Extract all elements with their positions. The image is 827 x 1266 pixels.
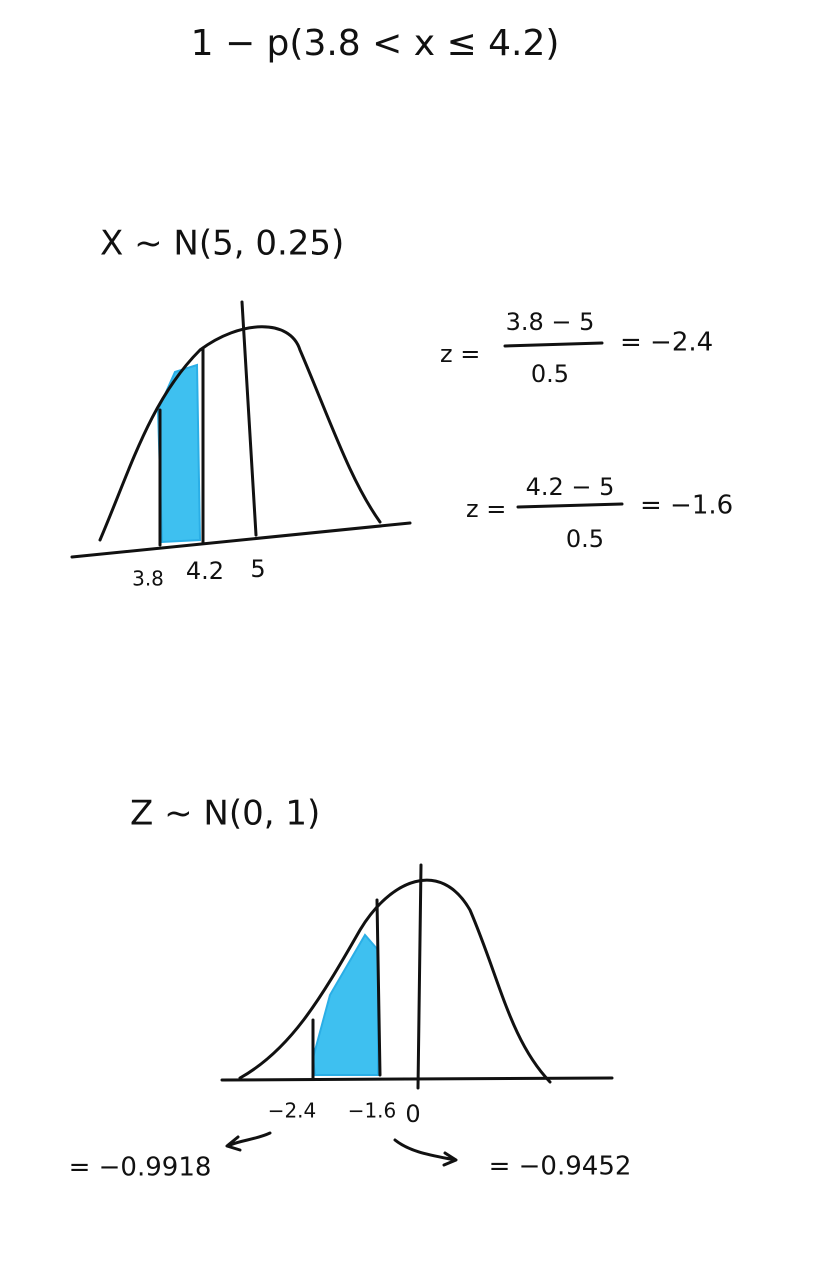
numerator: 3.8 − 5 [506, 308, 595, 336]
numerator: 4.2 − 5 [526, 473, 615, 501]
curve [238, 878, 552, 1084]
mean-line [240, 300, 258, 537]
normal-curve-sketch [220, 863, 614, 1090]
axis-label: −2.4 [268, 1099, 317, 1123]
axis-label: −1.6 [348, 1099, 397, 1123]
axis-label: 3.8 [132, 567, 164, 591]
arrow [393, 1138, 458, 1167]
bound-line [375, 898, 382, 1077]
z-calculation: z = 3.8 − 5 0.5 = −2.4 [440, 308, 713, 388]
z-calculation: z = 4.2 − 5 0.5 = −1.6 [466, 473, 733, 553]
z-result: = −1.6 [640, 491, 733, 521]
axis-label: 4.2 [186, 557, 224, 585]
fraction-bar [503, 341, 604, 348]
probability-result: = −0.9918 [69, 1153, 212, 1183]
mean-line [416, 863, 423, 1090]
denominator: 0.5 [531, 360, 569, 388]
axis-line [70, 521, 412, 559]
axis-label: 5 [250, 555, 265, 583]
z-lhs: z = [466, 495, 506, 523]
arrow [225, 1131, 272, 1152]
curve [98, 325, 382, 542]
probability-result: = −0.9452 [489, 1152, 632, 1182]
distribution-label: Z ~ N(0, 1) [130, 794, 320, 834]
axis-label: 0 [405, 1100, 420, 1128]
denominator: 0.5 [566, 525, 604, 553]
normal-curve-sketch [70, 300, 412, 559]
fraction-bar [516, 502, 624, 509]
z-result: = −2.4 [620, 328, 713, 358]
title: 1 − p(3.8 < x ≤ 4.2) [191, 23, 560, 64]
z-lhs: z = [440, 340, 480, 368]
distribution-label: X ~ N(5, 0.25) [100, 224, 344, 264]
